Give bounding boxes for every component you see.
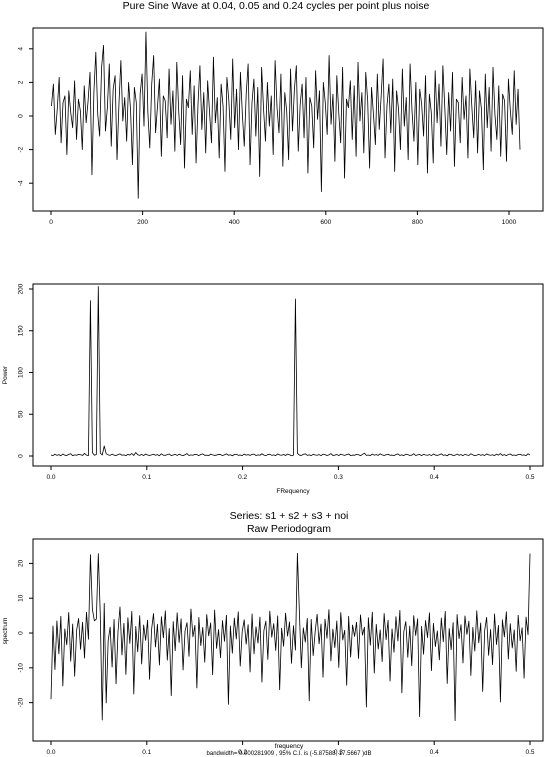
plot-1-sine-wave: Pure Sine Wave at 0.04, 0.05 and 0.24 cy… xyxy=(18,0,544,226)
plot-2-axes: 0.0 0.1 0.2 0.3 0.4 0.5 0 50 100 150 200 xyxy=(18,283,535,481)
plot-3-y-tick-label: -20 xyxy=(18,698,25,708)
plot-1-y-tick-label: -4 xyxy=(18,180,25,186)
plot-1-x-tick-label: 200 xyxy=(137,219,148,226)
plot-2-series xyxy=(50,286,531,457)
plot-2-x-tick-label: 0.5 xyxy=(525,474,534,481)
plot-3-x-tick-label: 0.1 xyxy=(142,749,151,756)
plot-2-frame xyxy=(32,283,544,467)
plot-3-y-tick-label: 20 xyxy=(18,559,25,567)
plot-1-x-tick-label: 600 xyxy=(320,219,331,226)
plot-2-y-tick-label: 200 xyxy=(18,283,25,294)
plot-1-y-tick-label: 0 xyxy=(18,114,25,118)
plot-3-x-tick-label: 0.2 xyxy=(238,749,247,756)
plot-3-ylabel: spectrum xyxy=(2,618,9,645)
plot-3-frame xyxy=(32,538,544,742)
plot-3-y-tick-label: -10 xyxy=(18,663,25,673)
plot-3-x-tick-label: 0.5 xyxy=(525,749,534,756)
plot-2-ylabel: Power xyxy=(2,365,9,384)
plot-3-title: Series: s1 + s2 + s3 + noi xyxy=(230,510,349,522)
plot-2-xlabel: FRequency xyxy=(276,488,310,495)
plot-2-y-tick-label: 50 xyxy=(18,410,25,418)
plot-3-footnote: bandwidth= 0.000281909 , 95% C.I. is (-5… xyxy=(207,751,372,757)
plot-3-y-tick-label: 10 xyxy=(18,594,25,602)
plot-2-x-tick-label: 0.2 xyxy=(238,474,247,481)
plot-2-y-tick-label: 100 xyxy=(18,367,25,378)
plot-3-x-tick-label: 0.0 xyxy=(46,749,55,756)
plot-1-x-tick-label: 400 xyxy=(229,219,240,226)
plot-1-y-tick-label: 2 xyxy=(18,80,25,84)
plot-2-x-tick-label: 0.3 xyxy=(334,474,343,481)
plot-1-y-tick-label: -2 xyxy=(18,146,25,152)
plot-3-x-tick-label: 0.3 xyxy=(334,749,343,756)
plot-3-series xyxy=(50,552,531,722)
plot-2-y-tick-label: 0 xyxy=(18,454,25,458)
plot-1-x-tick-label: 800 xyxy=(412,219,423,226)
plot-3-xlabel: frequency xyxy=(275,743,304,750)
plot-2-x-tick-label: 0.4 xyxy=(430,474,439,481)
plot-3-axes: 0.0 0.1 0.2 0.3 0.4 0.5 -20 -10 0 10 20 xyxy=(18,559,535,756)
plot-3-x-tick-label: 0.4 xyxy=(430,749,439,756)
plot-2-series-line xyxy=(50,286,531,457)
plot-1-series xyxy=(51,31,521,199)
plot-1-series-line xyxy=(51,31,521,199)
plot-2-power-spectrum: 0.0 0.1 0.2 0.3 0.4 0.5 0 50 100 150 200 FRequency… xyxy=(2,283,544,495)
plot-2-y-tick-label: 150 xyxy=(18,325,25,336)
plot-3-y-tick-label: 0 xyxy=(18,631,25,635)
plot-1-y-tick-label: 4 xyxy=(18,47,25,51)
plot-1-x-tick-label: 1000 xyxy=(502,219,517,226)
plot-1-x-tick-label: 0 xyxy=(49,219,53,226)
plot-3-raw-periodogram: Series: s1 + s2 + s3 + noi Raw Periodogr… xyxy=(2,510,544,757)
plot-3-series-line xyxy=(50,552,531,722)
plot-1-axes: 0 200 400 600 800 1000 -4 -2 0 2 4 xyxy=(18,47,517,226)
plot-1-frame xyxy=(32,27,544,212)
plot-3-subtitle: Raw Periodogram xyxy=(247,523,331,535)
plot-2-x-tick-label: 0.1 xyxy=(142,474,151,481)
plot-2-x-tick-label: 0.0 xyxy=(46,474,55,481)
plot-1-title: Pure Sine Wave at 0.04, 0.05 and 0.24 cy… xyxy=(123,0,430,12)
